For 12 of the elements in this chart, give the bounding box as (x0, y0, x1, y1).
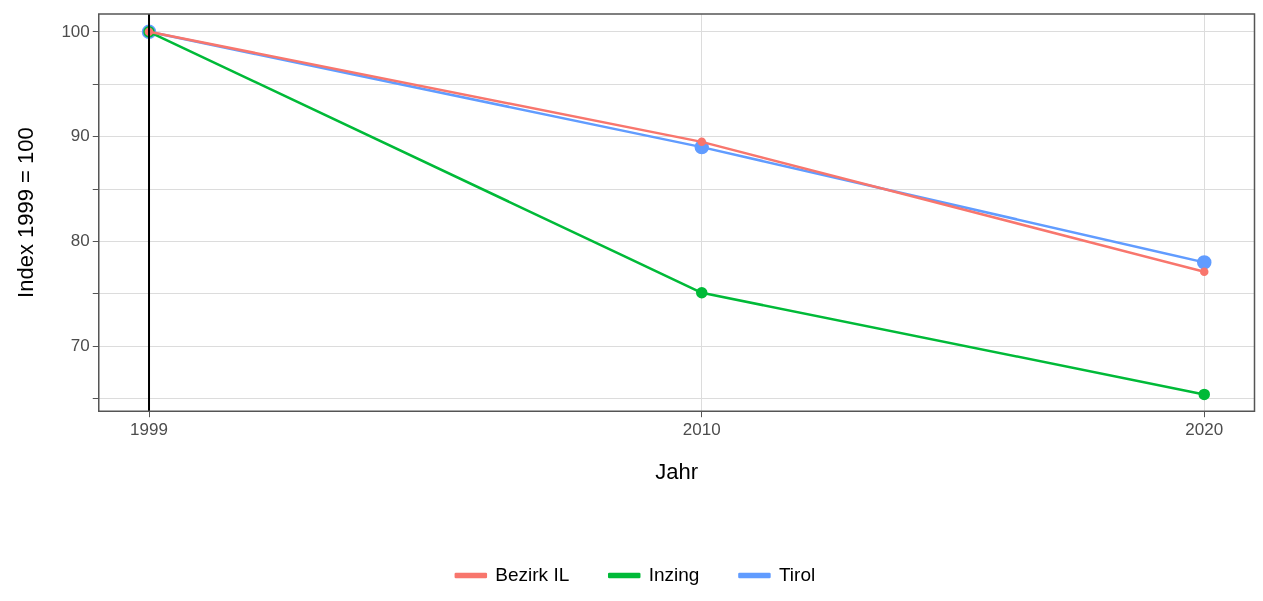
x-tick-label: 2010 (682, 420, 721, 440)
y-tick-label: 90 (70, 126, 90, 146)
y-tick-label: 100 (61, 21, 90, 41)
y-axis-title: Index 1999 = 100 (13, 127, 39, 298)
y-tick-label: 70 (70, 335, 90, 355)
x-tick-label: 2020 (1185, 420, 1224, 440)
legend-label: Inzing (648, 563, 700, 585)
x-tick-label: 1999 (130, 420, 168, 440)
legend-label: Bezirk IL (495, 563, 570, 585)
y-tick-label: 80 (70, 231, 90, 251)
legend-label: Tirol (778, 563, 816, 585)
x-axis-title: Jahr (655, 458, 699, 484)
